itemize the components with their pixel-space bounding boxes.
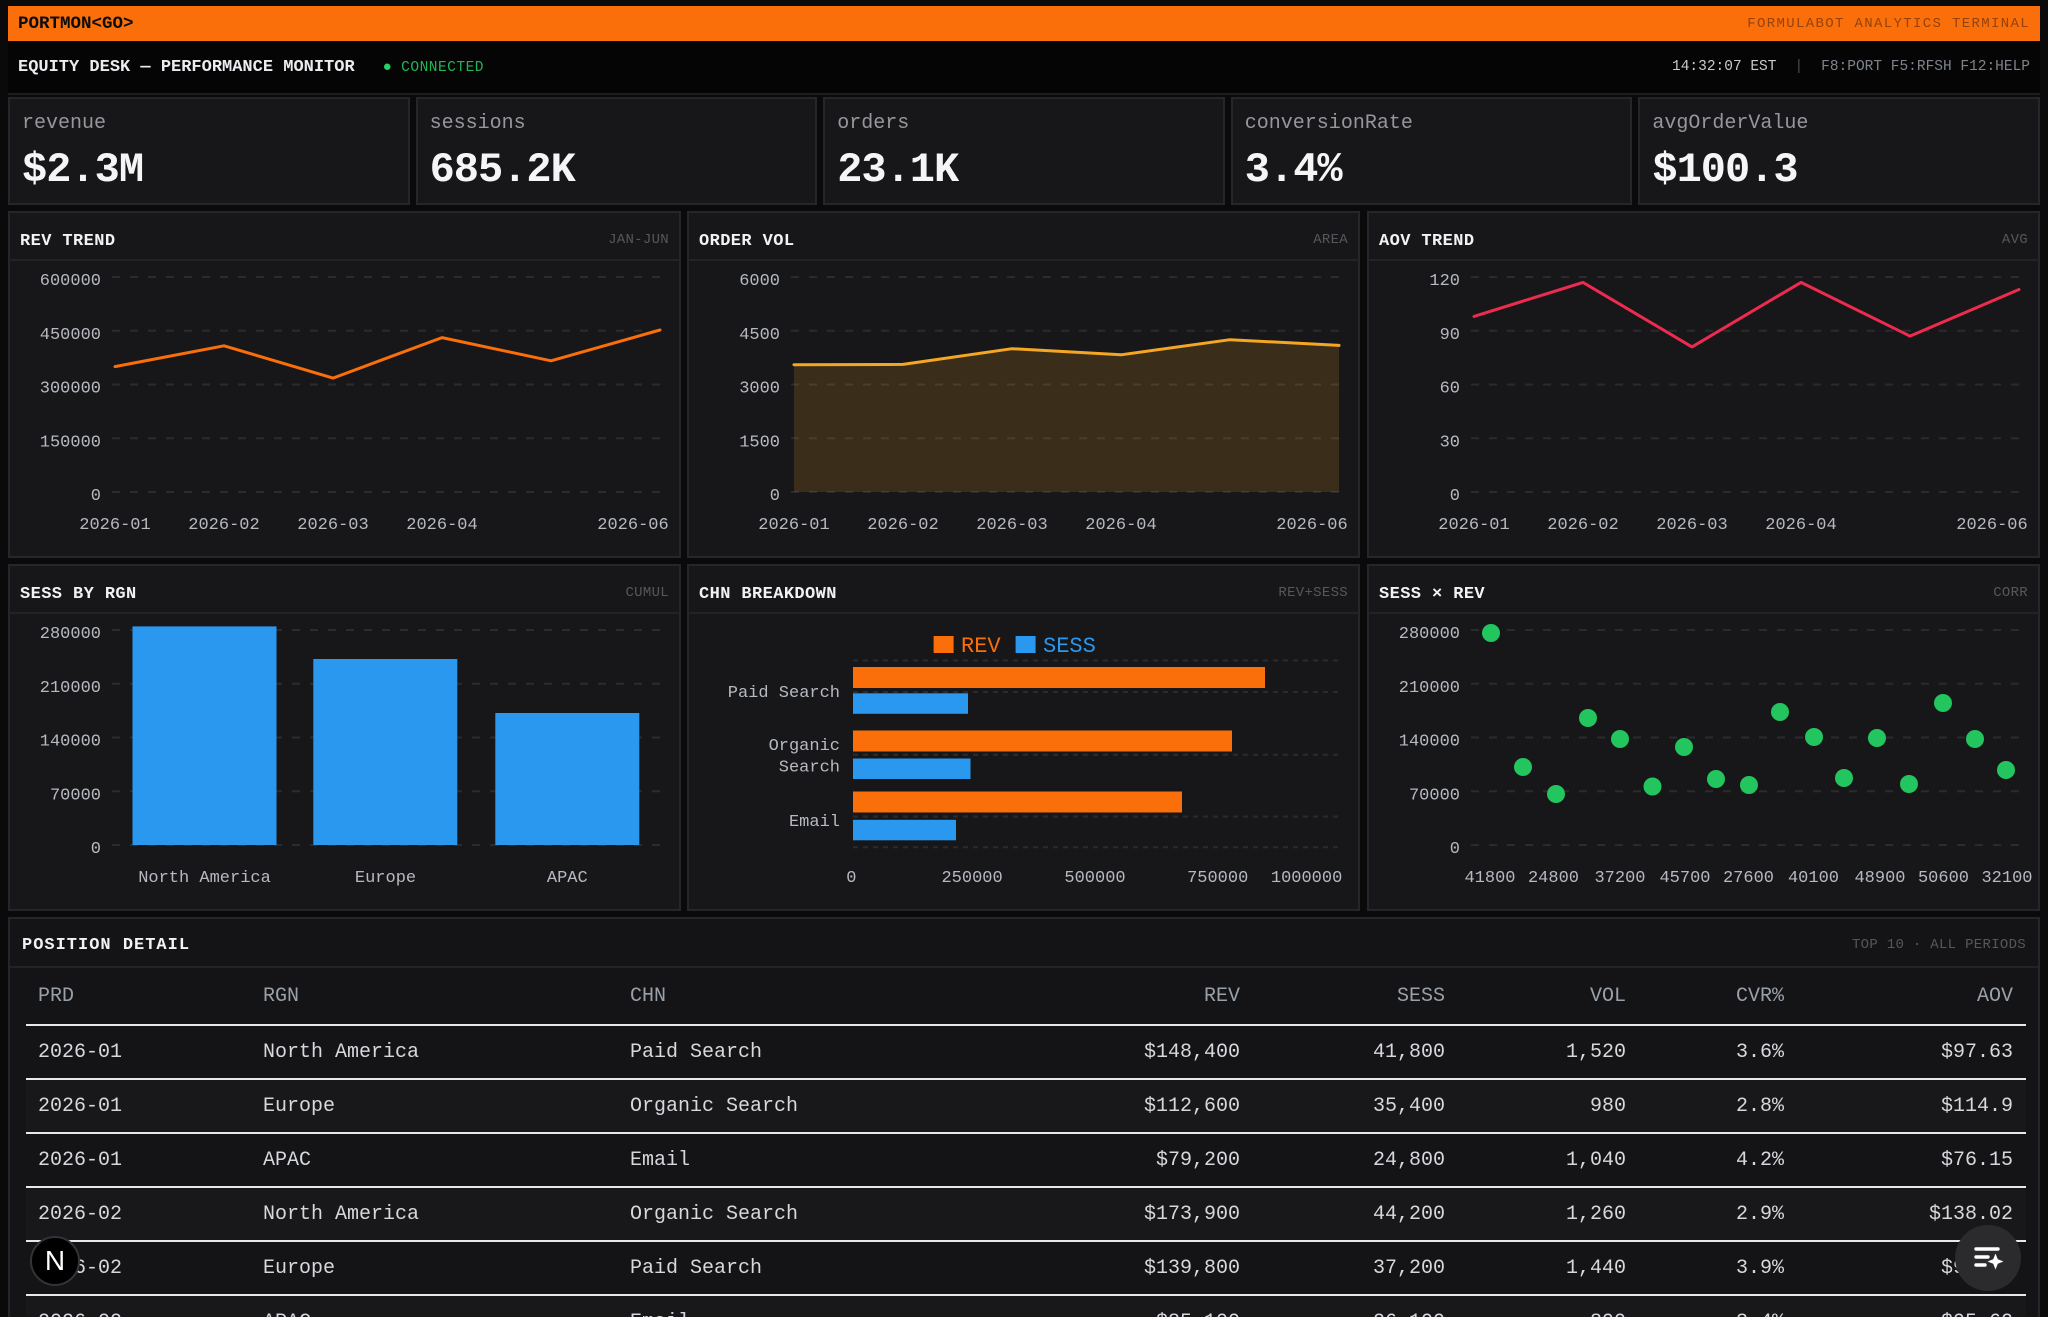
svg-text:90: 90	[1439, 326, 1459, 345]
svg-text:CUMUL: CUMUL	[625, 585, 669, 601]
svg-text:2026-04: 2026-04	[406, 516, 477, 535]
svg-text:2026-03: 2026-03	[1656, 516, 1727, 535]
svg-text:Europe: Europe	[355, 869, 416, 888]
svg-text:45700: 45700	[1659, 869, 1710, 888]
svg-text:SESS BY RGN: SESS BY RGN	[20, 585, 137, 604]
svg-text:280000: 280000	[1398, 625, 1459, 644]
svg-text:300000: 300000	[40, 380, 101, 399]
svg-text:1500: 1500	[740, 433, 781, 452]
svg-text:600000: 600000	[40, 272, 101, 291]
svg-text:0: 0	[847, 869, 857, 888]
svg-text:500000: 500000	[1065, 869, 1126, 888]
svg-text:120: 120	[1429, 272, 1460, 291]
svg-text:24800: 24800	[1528, 869, 1579, 888]
svg-text:APAC: APAC	[547, 869, 588, 888]
svg-text:Search: Search	[779, 759, 840, 778]
svg-text:250000: 250000	[942, 869, 1003, 888]
svg-text:SESS × REV: SESS × REV	[1379, 585, 1485, 604]
svg-text:2026-01: 2026-01	[79, 516, 150, 535]
svg-text:2026-01: 2026-01	[1438, 516, 1509, 535]
svg-text:AREA: AREA	[1314, 232, 1349, 248]
svg-text:2026-04: 2026-04	[1765, 516, 1836, 535]
svg-text:REV+SESS: REV+SESS	[1279, 585, 1349, 601]
svg-text:North America: North America	[138, 869, 271, 888]
svg-text:2026-03: 2026-03	[977, 516, 1048, 535]
svg-text:REV TREND: REV TREND	[20, 232, 115, 251]
svg-text:2026-06: 2026-06	[1956, 516, 2027, 535]
svg-text:0: 0	[91, 840, 101, 859]
svg-text:2026-03: 2026-03	[297, 516, 368, 535]
svg-text:32100: 32100	[1981, 869, 2032, 888]
svg-text:280000: 280000	[40, 625, 101, 644]
svg-text:0: 0	[770, 487, 780, 506]
svg-text:CORR: CORR	[1993, 585, 2028, 601]
svg-text:27600: 27600	[1723, 869, 1774, 888]
svg-text:70000: 70000	[50, 786, 101, 805]
svg-text:ORDER VOL: ORDER VOL	[699, 232, 794, 251]
svg-text:2026-06: 2026-06	[597, 516, 668, 535]
svg-text:2026-02: 2026-02	[868, 516, 939, 535]
svg-text:140000: 140000	[40, 733, 101, 752]
svg-text:4500: 4500	[740, 326, 781, 345]
svg-text:70000: 70000	[1409, 786, 1460, 805]
svg-text:0: 0	[1449, 840, 1459, 859]
svg-text:REV: REV	[961, 634, 1001, 659]
svg-text:30: 30	[1439, 433, 1459, 452]
svg-text:210000: 210000	[40, 679, 101, 698]
svg-text:2026-01: 2026-01	[759, 516, 830, 535]
svg-text:3000: 3000	[740, 380, 781, 399]
svg-text:2026-06: 2026-06	[1277, 516, 1348, 535]
svg-text:AVG: AVG	[2002, 232, 2028, 248]
svg-text:140000: 140000	[1398, 733, 1459, 752]
svg-text:6000: 6000	[740, 272, 781, 291]
svg-text:CHN BREAKDOWN: CHN BREAKDOWN	[699, 585, 837, 604]
svg-text:60: 60	[1439, 380, 1459, 399]
svg-text:Email: Email	[789, 813, 840, 832]
svg-text:2026-02: 2026-02	[188, 516, 259, 535]
svg-text:2026-02: 2026-02	[1547, 516, 1618, 535]
svg-text:AOV TREND: AOV TREND	[1379, 232, 1474, 251]
svg-text:1000000: 1000000	[1271, 869, 1342, 888]
svg-text:150000: 150000	[40, 433, 101, 452]
svg-text:JAN-JUN: JAN-JUN	[608, 232, 669, 248]
svg-text:50600: 50600	[1918, 869, 1969, 888]
svg-text:2026-04: 2026-04	[1086, 516, 1157, 535]
svg-text:48900: 48900	[1854, 869, 1905, 888]
svg-text:0: 0	[91, 487, 101, 506]
svg-text:750000: 750000	[1187, 869, 1248, 888]
svg-text:210000: 210000	[1398, 679, 1459, 698]
svg-text:0: 0	[1449, 487, 1459, 506]
svg-text:SESS: SESS	[1043, 634, 1096, 659]
svg-text:37200: 37200	[1594, 869, 1645, 888]
svg-text:40100: 40100	[1788, 869, 1839, 888]
svg-text:Paid Search: Paid Search	[728, 684, 840, 703]
svg-text:450000: 450000	[40, 326, 101, 345]
svg-text:41800: 41800	[1464, 869, 1515, 888]
svg-text:Organic: Organic	[769, 737, 840, 756]
